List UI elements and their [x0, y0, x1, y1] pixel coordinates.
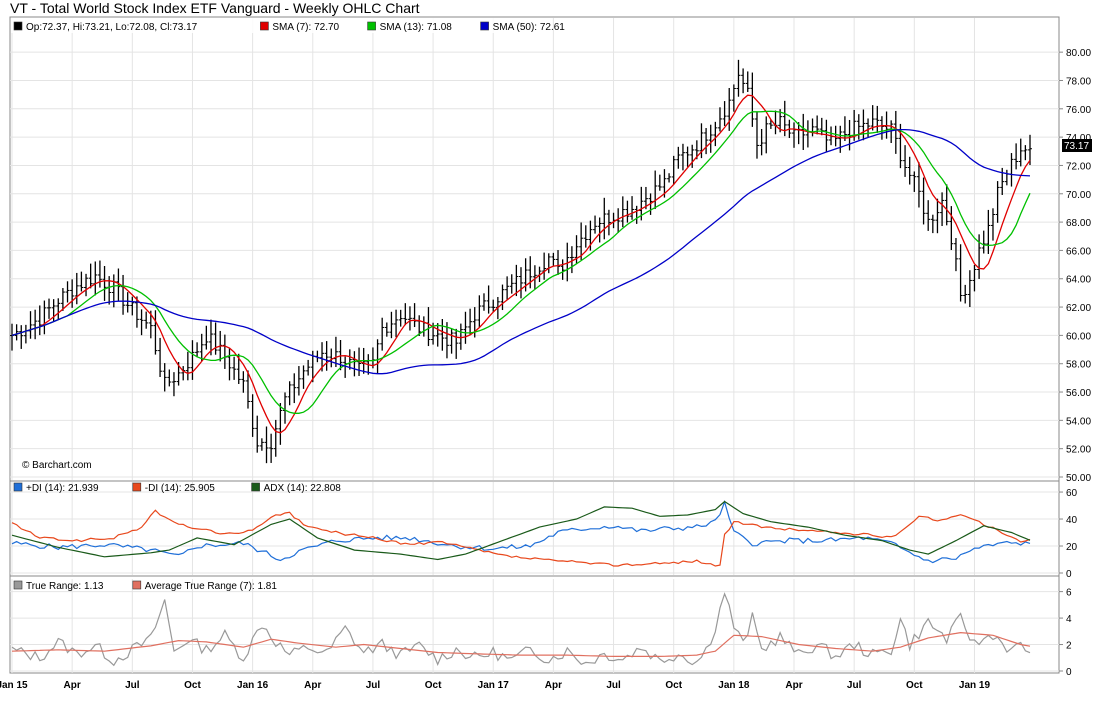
last-price-label: 73.17 — [1064, 141, 1089, 152]
price-y-tick-label: 52.00 — [1066, 445, 1091, 456]
x-tick-label: Jan 15 — [0, 680, 28, 691]
price-y-tick-label: 64.00 — [1066, 275, 1091, 286]
x-axis: Jan 15 Apr Jul Oct Jan 16 Apr Jul Oct Jan 17 Apr J… — [0, 680, 990, 691]
x-tick-label: Oct — [184, 680, 201, 691]
atr-series-line — [11, 592, 1031, 667]
x-tick-label: Apr — [545, 680, 562, 691]
legend-label: +DI (14): 21.939 — [26, 483, 99, 494]
price-y-axis: 50.00 52.00 54.00 56.00 58.00 60.00 62.00 64.00… — [1059, 48, 1091, 484]
price-y-tick-label: 56.00 — [1066, 388, 1091, 399]
dmi-series-line — [11, 509, 1031, 567]
dmi-y-axis: 0 20 40 60 — [1059, 488, 1078, 580]
x-tick-label: Oct — [665, 680, 682, 691]
legend-label: SMA (50): 72.61 — [493, 22, 566, 33]
legend-swatch — [132, 482, 142, 492]
legend-swatch — [13, 21, 23, 31]
price-y-tick-label: 78.00 — [1066, 76, 1091, 87]
atr-series-line — [11, 631, 1031, 658]
x-tick-label: Oct — [425, 680, 442, 691]
sma-line — [11, 110, 1031, 414]
price-y-tick-label: 80.00 — [1066, 48, 1091, 59]
x-tick-label: Jan 16 — [237, 680, 269, 691]
legend-swatch — [251, 482, 260, 492]
dmi-y-tick-label: 40 — [1066, 515, 1078, 526]
x-tick-label: Jan 17 — [478, 680, 510, 691]
x-tick-label: Jul — [847, 680, 862, 691]
sma-lines — [11, 94, 1031, 434]
x-tick-label: Jul — [125, 680, 140, 691]
sma-line — [11, 94, 1031, 434]
price-legend-background — [11, 18, 531, 33]
legend-swatch — [367, 21, 376, 31]
last-price-box — [1062, 139, 1092, 152]
legend-swatch — [260, 21, 269, 31]
atr-y-tick-label: 0 — [1066, 667, 1072, 678]
x-tick-label: Apr — [64, 680, 81, 691]
price-y-tick-label: 50.00 — [1066, 473, 1091, 484]
x-tick-label: Jul — [366, 680, 381, 691]
atr-y-axis: 0 2 4 6 — [1059, 588, 1072, 678]
x-tick-label: Jul — [606, 680, 621, 691]
atr-gridlines — [10, 579, 1059, 673]
price-y-tick-label: 62.00 — [1066, 303, 1091, 314]
atr-panel: 0 2 4 6 True Range: 1.13 Average True Range … — [9, 575, 1072, 678]
x-tick-label: Apr — [785, 680, 802, 691]
atr-y-tick-label: 2 — [1066, 641, 1072, 652]
price-panel: 50.00 52.00 54.00 56.00 58.00 60.00 62.00 64.00… — [9, 16, 1092, 484]
chart-title: VT - Total World Stock Index ETF Vanguar… — [10, 0, 420, 16]
legend-swatch — [13, 482, 23, 492]
price-y-tick-label: 60.00 — [1066, 331, 1091, 342]
legend-swatch — [13, 580, 23, 590]
dmi-legend: +DI (14): 21.939 -DI (14): 25.905 ADX (14)… — [13, 482, 342, 494]
atr-y-tick-label: 4 — [1066, 614, 1072, 625]
sma-line — [11, 128, 1031, 375]
price-y-tick-label: 68.00 — [1066, 218, 1091, 229]
x-tick-label: Apr — [304, 680, 321, 691]
x-tick-label: Jan 18 — [718, 680, 750, 691]
legend-label: Average True Range (7): 1.81 — [145, 581, 278, 592]
dmi-y-tick-label: 20 — [1066, 542, 1078, 553]
legend-swatch — [132, 580, 142, 590]
price-y-tick-label: 72.00 — [1066, 161, 1091, 172]
price-y-tick-label: 58.00 — [1066, 360, 1091, 371]
legend-swatch — [480, 21, 489, 31]
legend-label: -DI (14): 25.905 — [145, 483, 215, 494]
legend-label: True Range: 1.13 — [26, 581, 104, 592]
dmi-panel: 0 20 40 60 +DI (14): 21.939 -DI (14): 25.905… — [9, 480, 1078, 580]
x-tick-label: Oct — [906, 680, 923, 691]
dmi-gridlines — [10, 482, 1059, 575]
price-y-tick-label: 70.00 — [1066, 190, 1091, 201]
legend-label: SMA (13): 71.08 — [380, 22, 453, 33]
price-y-tick-label: 76.00 — [1066, 105, 1091, 116]
dmi-series-line — [11, 500, 1031, 561]
price-panel-frame — [9, 16, 1060, 482]
legend-label: ADX (14): 22.808 — [264, 483, 342, 494]
atr-y-tick-label: 6 — [1066, 588, 1072, 599]
price-y-tick-label: 74.00 — [1066, 133, 1091, 144]
price-y-tick-label: 66.00 — [1066, 246, 1091, 257]
price-y-tick-label: 54.00 — [1066, 416, 1091, 427]
atr-lines — [11, 592, 1031, 667]
dmi-y-tick-label: 0 — [1066, 569, 1072, 580]
price-legend: Op:72.37, Hi:73.21, Lo:72.08, Cl:73.17 SM… — [13, 21, 566, 33]
legend-label: SMA (7): 72.70 — [272, 22, 339, 33]
x-tick-label: Jan 19 — [959, 680, 991, 691]
dmi-lines — [11, 499, 1031, 567]
atr-legend: True Range: 1.13 Average True Range (7): … — [13, 580, 278, 592]
atr-panel-frame — [9, 575, 1060, 674]
watermark: © Barchart.com — [22, 460, 92, 471]
legend-label: Op:72.37, Hi:73.21, Lo:72.08, Cl:73.17 — [26, 22, 198, 33]
dmi-y-tick-label: 60 — [1066, 488, 1078, 499]
